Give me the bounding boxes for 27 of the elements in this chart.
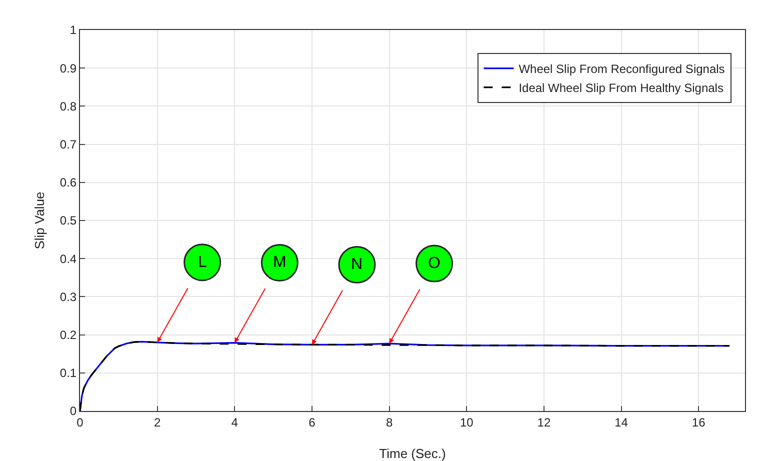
y-axis-title: Slip Value [32,192,47,250]
y-tick-label: 0.5 [60,214,77,228]
x-tick-label: 6 [308,415,316,430]
y-tick-label: 0 [70,404,77,418]
x-tick-label: 2 [154,415,161,430]
annotation: L [198,254,207,271]
x-tick-label: 4 [231,415,238,430]
x-axis-title: Time (Sec.) [379,446,446,461]
legend-label: Wheel Slip From Reconfigured Signals [518,62,725,76]
y-tick-label: 0.8 [60,99,77,114]
x-tick-label: 14 [614,415,628,430]
y-tick-label: 0.3 [60,290,77,304]
y-tick-label: 0.2 [60,328,77,342]
annotation: O [428,255,440,272]
legend-label: Ideal Wheel Slip From Healthy Signals [518,81,724,96]
y-tick-label: 0.1 [60,366,77,380]
y-tick-label: 0.7 [60,138,77,152]
x-tick-label: 10 [460,415,474,430]
annotation: N [351,256,363,273]
x-tick-label: 12 [537,415,551,430]
y-tick-label: 0.9 [60,61,77,76]
x-tick-label: 8 [386,415,393,430]
y-tick-label: 1 [70,23,77,38]
annotation: M [273,254,286,271]
y-tick-label: 0.4 [60,252,77,266]
x-tick-label: 16 [692,415,706,430]
y-tick-label: 0.6 [60,176,77,190]
